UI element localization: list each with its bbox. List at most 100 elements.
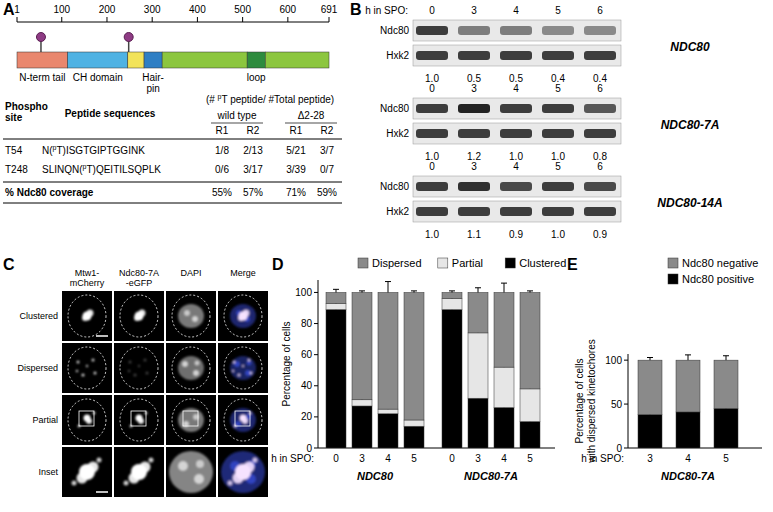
blot-quant: 1.1 [467, 229, 481, 240]
micrograph-signal [178, 356, 204, 380]
bar-segment [326, 303, 346, 309]
cell-outline [68, 295, 106, 337]
kinetochore-signal [82, 315, 88, 321]
blot-band-loading [542, 129, 574, 138]
kinetochore-signal [233, 361, 236, 364]
scale-tick [197, 17, 198, 22]
scale-label: 691 [321, 4, 338, 15]
dapi-signal [230, 304, 256, 328]
blot-band [542, 182, 574, 191]
blot-band [500, 104, 532, 113]
bar-segment [714, 360, 738, 408]
table-rule [3, 139, 342, 140]
kinetochore-signal [87, 310, 94, 317]
dapi-signal [178, 461, 188, 471]
blot-band [416, 104, 448, 113]
y-tick-label: 20 [301, 411, 313, 422]
label-part: (# [206, 94, 218, 105]
micrograph [218, 395, 268, 445]
kinetochore-signal [149, 458, 154, 463]
table-rule [3, 203, 342, 204]
table-count: 0/6 [215, 164, 229, 175]
domain-label: CH domain [73, 72, 123, 83]
label-line: pin [146, 83, 159, 94]
y-tick [624, 448, 628, 449]
blot-band [416, 26, 448, 35]
y-tick-label: 100 [295, 287, 312, 298]
domain [265, 52, 329, 68]
domain-label: loop [247, 72, 266, 83]
bar-segment [378, 414, 398, 448]
inset-box [79, 411, 94, 426]
blot-band-label: Hxk2 [386, 50, 409, 61]
bar-segment [494, 292, 514, 367]
blot-hour: 4 [513, 83, 519, 94]
blot-band-loading [416, 51, 448, 60]
domain [162, 52, 247, 68]
micrograph [114, 343, 164, 393]
y-tick [314, 354, 318, 355]
kinetochore-signal [88, 462, 99, 473]
bar-segment [404, 292, 424, 420]
micrograph-signal [230, 304, 256, 328]
error-cap [647, 357, 653, 358]
plot-marks [638, 355, 738, 448]
micrograph [166, 343, 216, 393]
micrograph-signal [128, 359, 149, 377]
scale-label: 500 [234, 4, 251, 15]
table-count: 3/7 [320, 145, 334, 156]
domain-label: N-term tail [19, 72, 65, 83]
cell-outline [224, 295, 262, 337]
scale-tick [152, 17, 153, 22]
phospho-site [124, 33, 133, 42]
blot-band-loading [500, 51, 532, 60]
table-group: wild type [217, 110, 257, 121]
y-axis [628, 354, 629, 448]
table-count: 0/7 [320, 164, 334, 175]
kinetochore-signal [138, 365, 140, 367]
bar-segment [676, 360, 700, 412]
micrograph-signal [76, 359, 97, 377]
micrograph [114, 395, 164, 445]
error-bar [685, 355, 691, 360]
blot-band-loading [458, 51, 490, 60]
micrograph-signal [169, 451, 213, 493]
dapi-signal [192, 316, 198, 322]
blot-strain: NDC80-14A [657, 196, 722, 210]
blot-hour: 4 [513, 5, 519, 16]
legend-label: Clustered [519, 257, 566, 269]
blot-band-label: Ndc80 [380, 181, 409, 192]
bar-segment [442, 299, 462, 310]
kinetochore-signal [140, 462, 151, 473]
kinetochore-signal [243, 310, 250, 317]
phospho-site [36, 33, 45, 42]
bar-segment [468, 292, 488, 332]
bar-segment [352, 400, 372, 406]
blot-band [458, 182, 490, 191]
bar-segment [714, 408, 738, 448]
x-tick-label: 4 [385, 453, 391, 464]
blot-quant: 1.0 [425, 229, 439, 240]
bar-segment [442, 292, 462, 298]
panel-letter: C [3, 256, 15, 273]
micrograph-bg [166, 291, 216, 341]
label-line: Hair- [142, 72, 164, 83]
kinetochore-signal [133, 373, 136, 376]
table-peptide: N(pT)ISGTGIPTGGINK [42, 144, 145, 156]
image-row: Dispersed [17, 363, 58, 373]
domain [17, 52, 68, 68]
error-bar [647, 358, 653, 361]
table-replicate: R2 [321, 125, 334, 136]
kinetochore-signal [238, 315, 244, 321]
x-tick-label: 5 [527, 453, 533, 464]
micrograph-signal [178, 408, 204, 432]
error-stem [726, 356, 727, 360]
bar-segment [520, 389, 540, 422]
label-part: T)ISGTGIPTGGINK [56, 145, 145, 156]
bar-segment [468, 398, 488, 448]
blot-band-loading [458, 207, 490, 216]
y-label: Percentage of cellswith dispersed kineto… [574, 339, 597, 463]
scale-tick [329, 17, 330, 22]
error-bar [411, 291, 417, 293]
micrograph-bg [62, 395, 112, 445]
